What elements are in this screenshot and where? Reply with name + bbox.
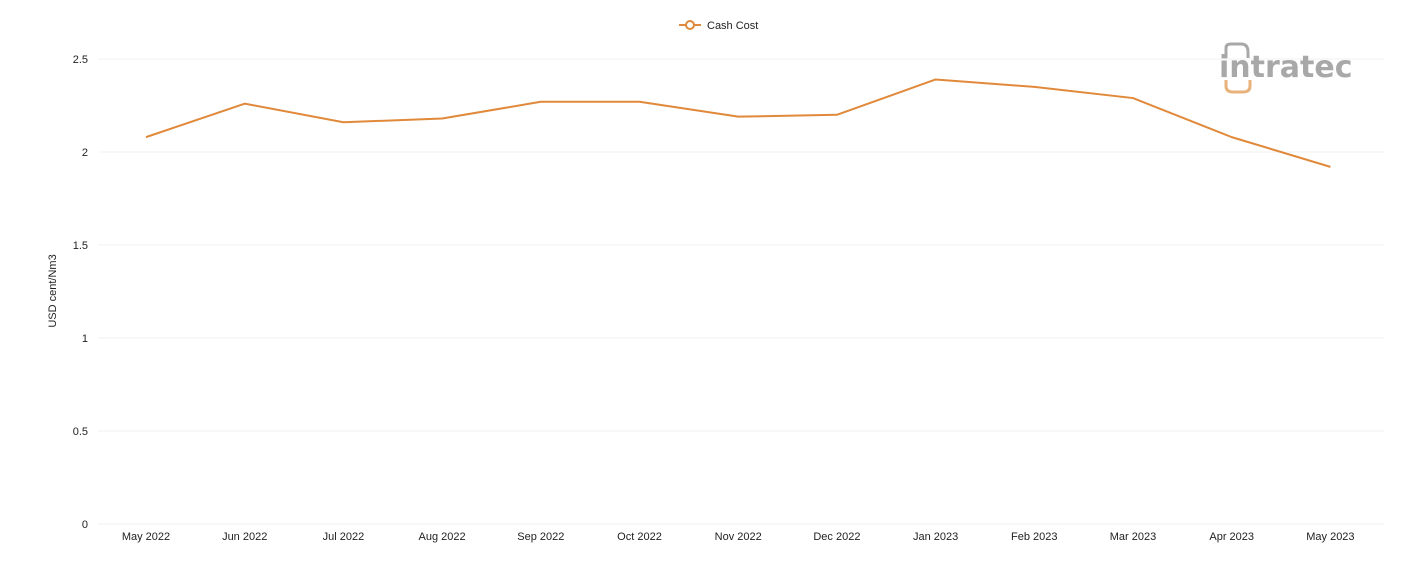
y-tick-label: 2 xyxy=(82,147,88,159)
data-point[interactable] xyxy=(636,98,644,106)
x-tick-label: Mar 2023 xyxy=(1110,531,1156,543)
logo-text: intratec xyxy=(1219,50,1353,85)
data-point[interactable] xyxy=(339,118,347,126)
legend-swatch-marker xyxy=(685,20,695,30)
data-point[interactable] xyxy=(932,75,940,83)
y-tick-label: 0.5 xyxy=(73,426,88,438)
y-tick-label: 1 xyxy=(82,333,88,345)
series-cash-cost xyxy=(142,75,1334,171)
data-point[interactable] xyxy=(833,111,841,119)
x-tick-label: May 2023 xyxy=(1306,531,1354,543)
data-point[interactable] xyxy=(537,98,545,106)
x-tick-label: Jul 2022 xyxy=(323,531,365,543)
data-point[interactable] xyxy=(241,100,249,108)
legend[interactable]: Cash Cost xyxy=(679,20,758,32)
x-tick-label: Aug 2022 xyxy=(419,531,466,543)
y-tick-label: 2.5 xyxy=(73,54,88,66)
data-point[interactable] xyxy=(142,133,150,141)
x-tick-label: Oct 2022 xyxy=(617,531,662,543)
y-tick-label: 1.5 xyxy=(73,240,88,252)
x-axis: May 2022 Jun 2022 Jul 2022 Aug 2022 Sep 2022… xyxy=(122,531,1355,543)
x-tick-label: Apr 2023 xyxy=(1209,531,1254,543)
data-point[interactable] xyxy=(1228,133,1236,141)
logo-swoosh-icon xyxy=(1224,80,1252,94)
data-point[interactable] xyxy=(1129,94,1137,102)
x-tick-label: Jun 2022 xyxy=(222,531,267,543)
data-point[interactable] xyxy=(1326,163,1334,171)
x-tick-label: Nov 2022 xyxy=(715,531,762,543)
legend-label: Cash Cost xyxy=(707,20,758,32)
grid xyxy=(98,58,1384,525)
x-tick-label: Dec 2022 xyxy=(813,531,860,543)
x-tick-label: Sep 2022 xyxy=(517,531,564,543)
logo-arc-icon xyxy=(1224,42,1250,58)
x-tick-label: May 2022 xyxy=(122,531,170,543)
series-line-cash-cost xyxy=(145,78,1331,168)
x-tick-label: Feb 2023 xyxy=(1011,531,1057,543)
data-point[interactable] xyxy=(1030,83,1038,91)
y-axis-title: USD cent/Nm3 xyxy=(47,254,59,327)
data-point[interactable] xyxy=(734,113,742,121)
x-tick-label: Jan 2023 xyxy=(913,531,958,543)
y-tick-label: 0 xyxy=(82,519,88,531)
y-axis: 0 0.5 1 1.5 2 2.5 xyxy=(73,54,88,531)
data-point[interactable] xyxy=(438,115,446,123)
intratec-logo: intratec xyxy=(1219,42,1353,94)
